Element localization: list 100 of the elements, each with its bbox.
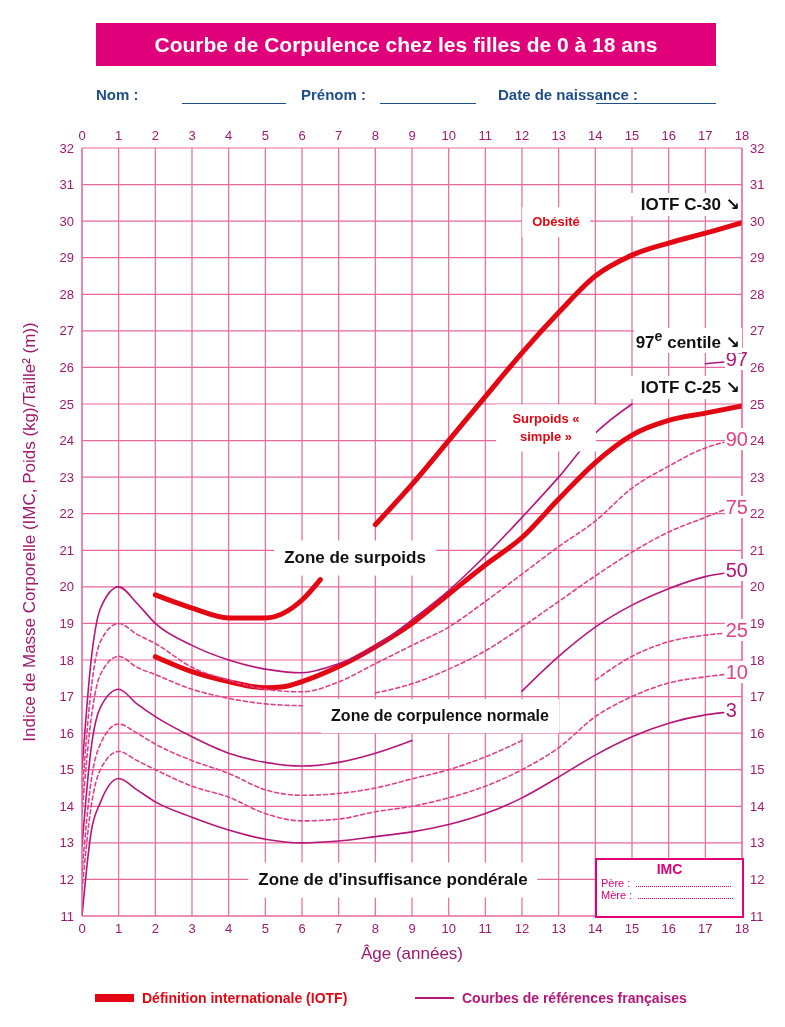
y-tick-label: 25 [59, 396, 74, 412]
text: Nom : [96, 86, 139, 103]
text: Définition internationale (IOTF) [141, 990, 348, 1006]
y2-tick-label: 18 [750, 652, 765, 668]
x-tick-label: 14 [588, 128, 603, 143]
y2-tick-label: 17 [750, 689, 765, 705]
y2-tick-label: 11 [750, 908, 764, 924]
x-tick-label: 5 [261, 128, 269, 143]
form-box: IMC Père : Mère : [595, 858, 744, 918]
x2-tick-label: 13 [551, 921, 566, 937]
x-tick-label: 15 [624, 128, 640, 143]
y-tick-label: 29 [59, 250, 74, 266]
y2-tick-label: 29 [750, 250, 765, 266]
x2-tick-label: 2 [151, 921, 159, 937]
y-tick-label: 14 [59, 798, 74, 814]
y-tick-label: 16 [59, 725, 74, 741]
y2-tick-label: 16 [750, 725, 765, 741]
x2-tick-label: 7 [335, 921, 343, 937]
x-tick-label: 18 [734, 128, 750, 143]
y-tick-label: 30 [59, 213, 74, 229]
series-label: 25 [725, 619, 748, 642]
series-label: 50 [725, 559, 748, 582]
y-tick-label: 12 [59, 872, 74, 888]
annotation: Père : [601, 877, 632, 889]
text: Courbes de références françaises [461, 990, 687, 1006]
y2-tick-label: 32 [750, 140, 765, 156]
x-axis-title: Âge (années) [360, 944, 464, 963]
x-tick-label: 16 [661, 128, 676, 143]
y2-tick-label: 21 [750, 542, 765, 558]
x-tick-label: 3 [188, 128, 196, 143]
y-tick-label: 31 [59, 177, 74, 193]
y-tick-label: 24 [59, 433, 74, 449]
x-tick-label: 11 [478, 128, 493, 143]
x2-tick-label: 8 [371, 921, 379, 937]
x2-tick-label: 18 [734, 921, 750, 937]
y-tick-label: 23 [59, 469, 74, 485]
x2-tick-label: 4 [225, 921, 233, 937]
y2-tick-label: 12 [750, 872, 765, 888]
x2-tick-label: 12 [514, 921, 530, 937]
annotation: Zone de corpulence normale [331, 707, 549, 725]
x2-tick-label: 5 [261, 921, 269, 937]
x-tick-label: 2 [151, 128, 159, 143]
text: Date de naissance : [498, 86, 639, 103]
y-tick-label: 20 [59, 579, 74, 595]
y2-tick-label: 22 [750, 506, 765, 522]
y-tick-label: 27 [59, 323, 74, 339]
y-tick-label: 22 [59, 506, 74, 522]
x2-tick-label: 10 [441, 921, 456, 937]
y2-tick-label: 20 [750, 579, 765, 595]
y-tick-label: 32 [59, 140, 74, 156]
x-tick-label: 0 [78, 128, 86, 143]
x-tick-label: 9 [408, 128, 416, 143]
annotation: 97$^{e}$ centile ↘ [635, 328, 740, 352]
y2-tick-label: 26 [750, 360, 765, 376]
chart-title: Courbe de Corpulence chez les filles de 0 à 18 ans [154, 32, 658, 57]
x2-tick-label: 0 [78, 921, 86, 937]
x2-tick-label: 15 [624, 921, 640, 937]
x-tick-label: 12 [514, 128, 530, 143]
series-label: 90 [725, 428, 748, 451]
x2-tick-label: 11 [478, 921, 493, 937]
annotation: Zone de d'insuffisance pondérale [258, 869, 528, 889]
y-tick-label: 18 [59, 652, 74, 668]
x2-tick-label: 17 [698, 921, 713, 937]
y2-tick-label: 24 [750, 433, 765, 449]
x-tick-label: 10 [441, 128, 456, 143]
y2-tick-label: 31 [750, 177, 765, 193]
y2-tick-label: 30 [750, 213, 765, 229]
annotation: Zone de surpoids [284, 547, 426, 567]
x-tick-label: 4 [225, 128, 233, 143]
x2-tick-label: 14 [588, 921, 603, 937]
x-tick-label: 8 [371, 128, 379, 143]
series-label: IOTF C-25 ↘ [640, 377, 740, 397]
y2-tick-label: 19 [750, 616, 765, 632]
series-label: IOTF C-30 ↘ [640, 194, 740, 214]
y-tick-label: 15 [59, 762, 74, 778]
x2-tick-label: 9 [408, 921, 416, 937]
y-axis-title: Indice de Masse Corporelle (IMC, Poids (kg)/Taille² (m)) [20, 322, 39, 742]
y-tick-label: 21 [59, 542, 74, 558]
x2-tick-label: 3 [188, 921, 196, 937]
y2-tick-label: 28 [750, 286, 765, 302]
y2-tick-label: 13 [750, 835, 765, 851]
annotation: Surpoids « simple » [512, 411, 580, 444]
annotation: Obésité [532, 214, 580, 230]
x2-tick-label: 6 [298, 921, 306, 937]
text: Prénom : [301, 86, 367, 103]
y-tick-label: 19 [59, 616, 74, 632]
series-label: 75 [725, 496, 748, 519]
y2-tick-label: 25 [750, 396, 765, 412]
y-tick-label: 26 [59, 360, 74, 376]
y-tick-label: 13 [59, 835, 74, 851]
series-label: 10 [725, 660, 748, 683]
x-tick-label: 6 [298, 128, 306, 143]
x-tick-label: 17 [698, 128, 713, 143]
y2-tick-label: 23 [750, 469, 765, 485]
annotation: Mère : [601, 889, 634, 901]
y2-tick-label: 14 [750, 798, 765, 814]
y2-tick-label: 27 [750, 323, 765, 339]
y-tick-label: 17 [59, 689, 74, 705]
series-label: 3 [725, 698, 737, 721]
y-tick-label: 28 [59, 286, 74, 302]
